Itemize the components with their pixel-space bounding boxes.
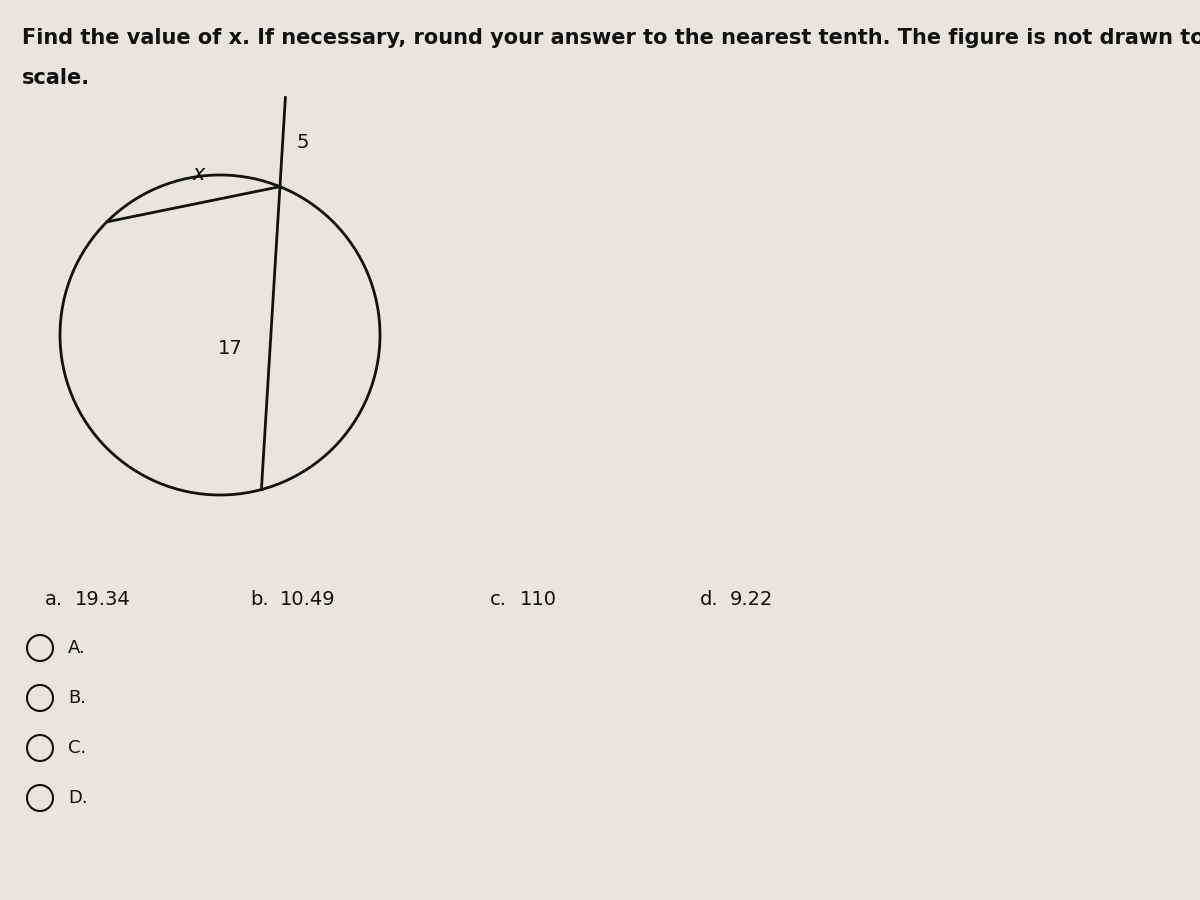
Text: x: x [192,165,204,184]
Text: scale.: scale. [22,68,90,88]
Text: 17: 17 [218,338,242,357]
Text: Find the value of x. If necessary, round your answer to the nearest tenth. The f: Find the value of x. If necessary, round… [22,28,1200,48]
Text: C.: C. [68,739,86,757]
Text: 19.34: 19.34 [74,590,131,609]
Text: 5: 5 [296,132,310,151]
Text: B.: B. [68,689,86,707]
Text: d.: d. [700,590,719,609]
Text: D.: D. [68,789,88,807]
Text: b.: b. [250,590,269,609]
Text: c.: c. [490,590,508,609]
Text: A.: A. [68,639,85,657]
Text: a.: a. [46,590,64,609]
Text: 10.49: 10.49 [280,590,336,609]
Text: 9.22: 9.22 [730,590,773,609]
Text: 110: 110 [520,590,557,609]
